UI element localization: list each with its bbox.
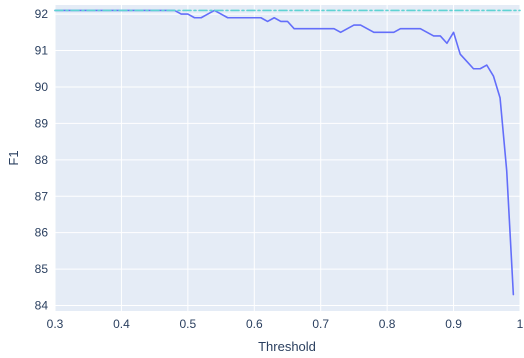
x-tick-label: 0.7 xyxy=(312,317,329,331)
y-tick-label: 89 xyxy=(35,116,49,130)
x-tick-label: 0.4 xyxy=(113,317,130,331)
y-tick-label: 92 xyxy=(35,7,49,21)
grid-lines xyxy=(54,5,521,311)
y-axis-title: F1 xyxy=(6,150,21,165)
x-tick-label: 0.6 xyxy=(246,317,263,331)
y-tick-label: 90 xyxy=(35,80,49,94)
x-tick-label: 0.8 xyxy=(379,317,396,331)
y-tick-label: 85 xyxy=(35,262,49,276)
x-tick-label: 0.5 xyxy=(180,317,197,331)
x-axis-title: Threshold xyxy=(258,339,316,354)
y-tick-label: 86 xyxy=(35,226,49,240)
y-tick-label: 87 xyxy=(35,189,49,203)
y-tick-label: 88 xyxy=(35,153,49,167)
y-tick-label: 91 xyxy=(35,44,49,58)
series-layer xyxy=(54,9,521,296)
y-tick-labels: 84 85 86 87 88 89 90 91 92 xyxy=(35,7,49,312)
x-tick-label: 0.9 xyxy=(445,317,462,331)
x-tick-label: 0.3 xyxy=(47,317,64,331)
plot-background xyxy=(55,5,520,311)
x-tick-label: 1 xyxy=(517,317,524,331)
y-tick-label: 84 xyxy=(35,299,49,313)
x-tick-labels: 0.3 0.4 0.5 0.6 0.7 0.8 0.9 1 xyxy=(47,317,524,331)
